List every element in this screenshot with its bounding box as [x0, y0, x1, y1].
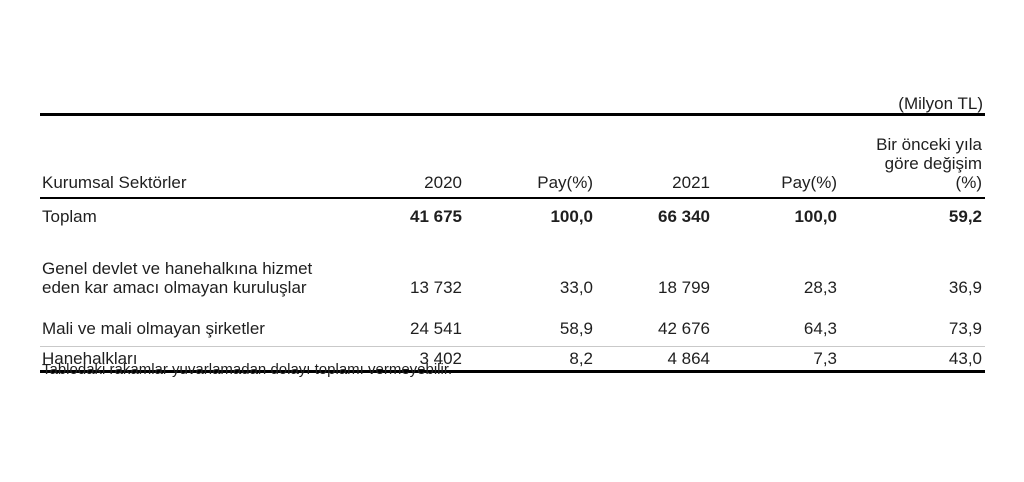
change-header-line2: göre değişim — [884, 154, 982, 173]
table-row-mali: Mali ve mali olmayan şirketler 24 541 58… — [40, 312, 985, 347]
cell-change: 36,9 — [948, 278, 982, 297]
institutional-sectors-table: Kurumsal Sektörler 2020 Pay(%) 2021 Pay(… — [40, 113, 985, 373]
column-header-pay-2021: Pay(%) — [713, 114, 840, 199]
cell-pay-2020: 8,2 — [465, 346, 596, 372]
cell-pay-2021: 64,3 — [803, 319, 837, 338]
cell-2021: 66 340 — [658, 207, 710, 226]
cell-2021: 42 676 — [658, 319, 710, 338]
cell-pay-2021: 28,3 — [803, 278, 837, 297]
cell-2021: 18 799 — [658, 278, 710, 297]
column-header-2021: 2021 — [596, 114, 713, 199]
table-row-genel-devlet: Genel devlet ve hanehalkına hizmet eden … — [40, 235, 985, 312]
cell-change: 43,0 — [840, 346, 985, 372]
cell-pay-2020: 58,9 — [559, 319, 593, 338]
row-label-line2: eden kar amacı olmayan kuruluşlar — [42, 278, 307, 297]
cell-pay-2020: 100,0 — [550, 207, 593, 226]
row-label: Toplam — [42, 207, 97, 226]
cell-2020: 13 732 — [410, 278, 462, 297]
table-row-toplam: Toplam 41 675 100,0 66 340 100,0 59,2 — [40, 198, 985, 235]
row-label: Hanehalkları — [40, 346, 408, 372]
cell-2021: 4 864 — [596, 346, 713, 372]
column-header-2020: 2020 — [408, 114, 465, 199]
change-header-line3: (%) — [955, 173, 982, 192]
cell-pay-2021: 7,3 — [713, 346, 840, 372]
row-label: Mali ve mali olmayan şirketler — [42, 319, 265, 338]
column-header-change: Bir önceki yıla göre değişim (%) — [840, 114, 985, 199]
change-header-line1: Bir önceki yıla — [876, 135, 982, 154]
cell-2020: 41 675 — [410, 207, 462, 226]
cell-2020: 24 541 — [410, 319, 462, 338]
table-header: Kurumsal Sektörler 2020 Pay(%) 2021 Pay(… — [40, 114, 985, 199]
unit-label: (Milyon TL) — [898, 94, 983, 113]
header-row: Kurumsal Sektörler 2020 Pay(%) 2021 Pay(… — [40, 114, 985, 199]
table-row-hanehalklari: Hanehalkları 3 402 8,2 4 864 7,3 43,0 — [40, 346, 985, 372]
column-header-sector: Kurumsal Sektörler — [40, 114, 408, 199]
row-label: Genel devlet ve hanehalkına hizmet eden … — [40, 235, 408, 312]
column-header-pay-2020: Pay(%) — [465, 114, 596, 199]
cell-change: 73,9 — [948, 319, 982, 338]
row-label-line1: Genel devlet ve hanehalkına hizmet — [42, 259, 313, 278]
cell-change: 59,2 — [948, 207, 982, 226]
table-body: Toplam 41 675 100,0 66 340 100,0 59,2 Ge… — [40, 198, 985, 372]
cell-pay-2021: 100,0 — [794, 207, 837, 226]
cell-pay-2020: 33,0 — [559, 278, 593, 297]
cell-2020: 3 402 — [408, 346, 465, 372]
table-footnote: Tablodaki rakamlar yuvarlamadan dolayı t… — [42, 361, 453, 378]
